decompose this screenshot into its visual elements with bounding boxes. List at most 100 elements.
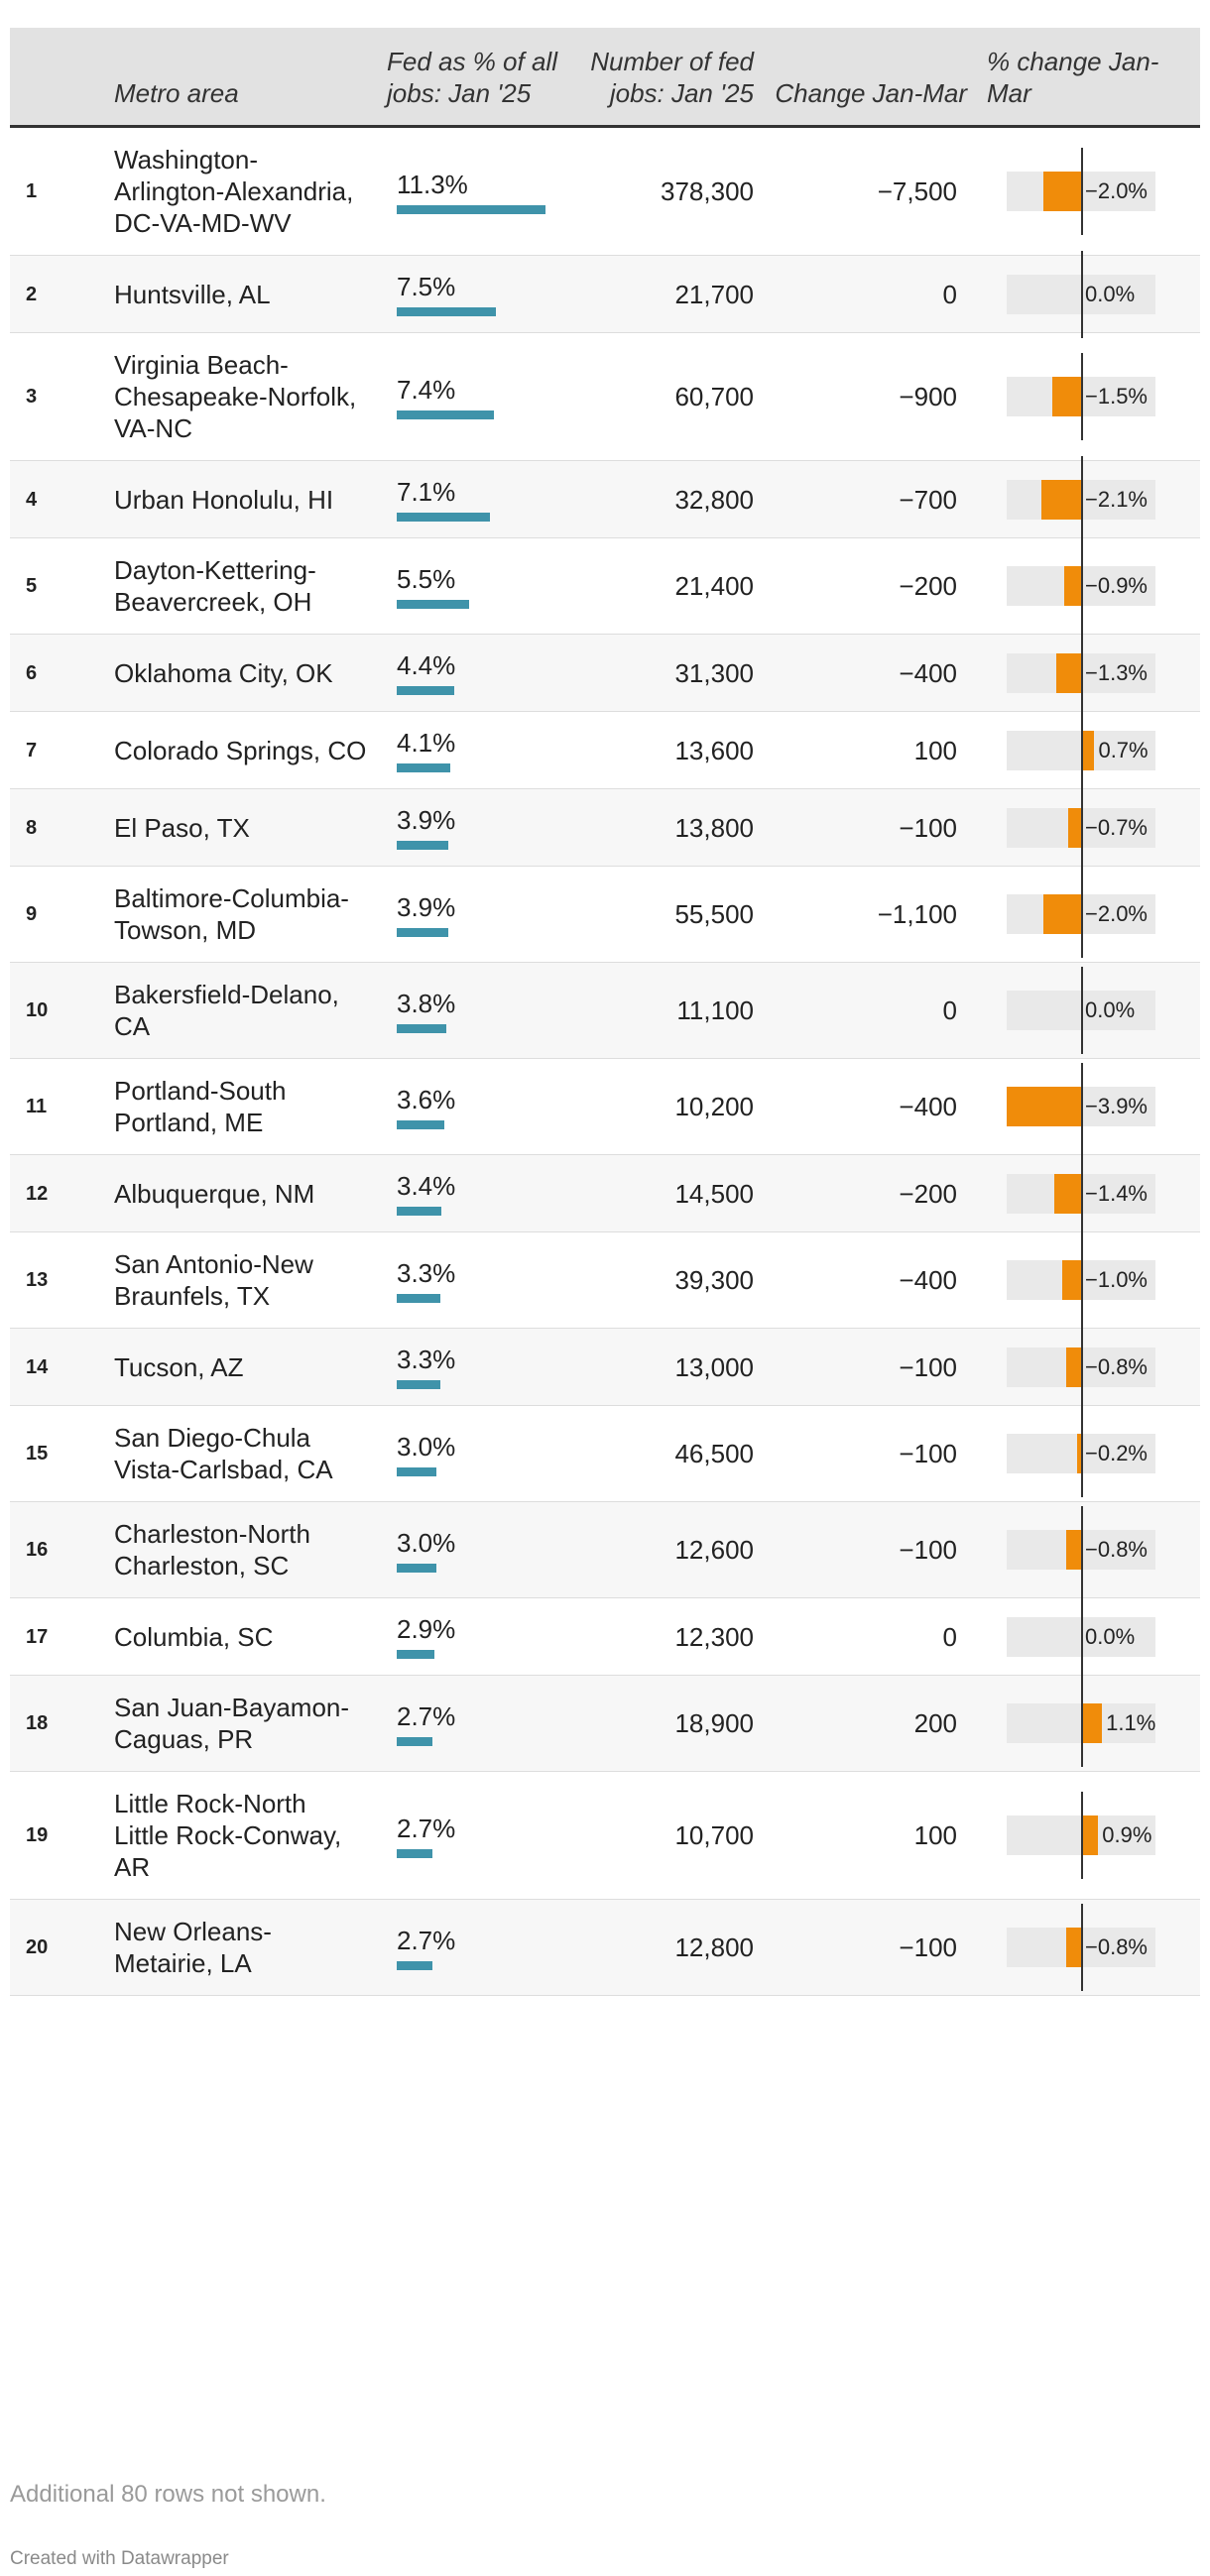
row-pct-change-label: 0.0% bbox=[1085, 1623, 1136, 1649]
row-pct-change-bar bbox=[1007, 1087, 1081, 1126]
row-pct-change-bar bbox=[1061, 1260, 1081, 1300]
row-fed-pct-bar bbox=[397, 1207, 442, 1216]
row-metro-area: Huntsville, AL bbox=[104, 255, 377, 333]
row-rank: 14 bbox=[10, 1328, 104, 1406]
row-pct-change-cell: −2.1% bbox=[977, 455, 1200, 543]
row-pct-change-bar bbox=[1065, 1347, 1081, 1387]
header-pct-change: % change Jan-Mar bbox=[977, 28, 1200, 128]
table-row: 14 Tucson, AZ 3.3% 13,000 −100 −0.8% bbox=[10, 1323, 1200, 1411]
row-fed-jobs: 18,900 bbox=[575, 1675, 764, 1772]
row-change: −400 bbox=[764, 1231, 977, 1329]
row-fed-pct-cell: 4.4% bbox=[377, 634, 575, 712]
row-rank: 8 bbox=[10, 788, 104, 867]
row-pct-change-track: −0.9% bbox=[1007, 542, 1155, 630]
row-pct-change-bar bbox=[1052, 377, 1081, 416]
row-rank: 16 bbox=[10, 1501, 104, 1598]
row-fed-pct-bar bbox=[397, 686, 455, 695]
table-row: 17 Columbia, SC 2.9% 12,300 0 0.0% bbox=[10, 1592, 1200, 1681]
row-fed-jobs: 32,800 bbox=[575, 460, 764, 538]
row-pct-change-zero-line bbox=[1081, 1792, 1083, 1879]
row-pct-change-cell: −3.9% bbox=[977, 1058, 1200, 1155]
row-pct-change-cell: −2.0% bbox=[977, 126, 1200, 256]
row-metro-area: Urban Honolulu, HI bbox=[104, 460, 377, 538]
row-rank: 3 bbox=[10, 332, 104, 461]
row-change: −1,100 bbox=[764, 866, 977, 963]
row-pct-change-label: −1.0% bbox=[1085, 1267, 1148, 1292]
row-rank: 20 bbox=[10, 1899, 104, 1996]
row-metro-area: San Juan-Bayamon-Caguas, PR bbox=[104, 1675, 377, 1772]
row-change: 100 bbox=[764, 711, 977, 789]
row-pct-change-track: 0.0% bbox=[1007, 967, 1155, 1054]
row-change: 0 bbox=[764, 1597, 977, 1676]
row-pct-change-cell: −0.9% bbox=[977, 537, 1200, 635]
row-fed-pct-value: 3.3% bbox=[397, 1257, 456, 1288]
row-pct-change-bar bbox=[1081, 730, 1095, 770]
table-row: 9 Baltimore-Columbia-Towson, MD 3.9% 55,500… bbox=[10, 866, 1200, 963]
metro-fed-jobs-table: Metro area Fed as % of all jobs: Jan '25… bbox=[10, 28, 1200, 1996]
row-fed-pct-bar bbox=[397, 1380, 440, 1389]
row-rank: 13 bbox=[10, 1231, 104, 1329]
row-pct-change-track: −2.0% bbox=[1007, 871, 1155, 958]
table-row: 7 Colorado Springs, CO 4.1% 13,600 100 0.7% bbox=[10, 706, 1200, 794]
row-pct-change-label: −3.9% bbox=[1085, 1094, 1148, 1118]
header-fed-jobs: Number of fed jobs: Jan '25 bbox=[575, 28, 764, 128]
row-pct-change-cell: 0.0% bbox=[977, 1592, 1200, 1681]
row-fed-pct-value: 3.9% bbox=[397, 891, 456, 922]
row-pct-change-zero-line bbox=[1081, 353, 1083, 440]
row-fed-pct-cell: 7.4% bbox=[377, 332, 575, 461]
row-fed-jobs: 31,300 bbox=[575, 634, 764, 712]
row-pct-change-cell: −0.8% bbox=[977, 1501, 1200, 1598]
row-fed-pct-cell: 3.6% bbox=[377, 1058, 575, 1155]
datawrapper-credit: Created with Datawrapper bbox=[10, 2548, 229, 2569]
row-pct-change-zero-line bbox=[1081, 1904, 1083, 1991]
row-fed-pct-value: 2.7% bbox=[397, 1813, 456, 1843]
row-change: 200 bbox=[764, 1675, 977, 1772]
row-fed-pct-bar bbox=[397, 927, 448, 937]
row-pct-change-cell: 0.0% bbox=[977, 962, 1200, 1059]
row-fed-pct-cell: 3.4% bbox=[377, 1154, 575, 1232]
row-pct-change-cell: 1.1% bbox=[977, 1675, 1200, 1772]
row-fed-pct-value: 3.9% bbox=[397, 805, 456, 835]
row-pct-change-zero-line bbox=[1081, 1149, 1083, 1237]
row-pct-change-track: −1.5% bbox=[1007, 353, 1155, 440]
row-fed-pct-cell: 3.0% bbox=[377, 1501, 575, 1598]
row-fed-pct-value: 11.3% bbox=[397, 169, 468, 199]
row-fed-pct-value: 3.3% bbox=[397, 1345, 456, 1374]
row-pct-change-track: −1.3% bbox=[1007, 629, 1155, 717]
row-pct-change-cell: 0.0% bbox=[977, 250, 1200, 338]
row-metro-area: Oklahoma City, OK bbox=[104, 634, 377, 712]
table-row: 15 San Diego-Chula Vista-Carlsbad, CA 3.0%… bbox=[10, 1405, 1200, 1502]
header-change: Change Jan-Mar bbox=[764, 28, 977, 128]
row-pct-change-zero-line bbox=[1081, 706, 1083, 794]
row-pct-change-cell: 0.7% bbox=[977, 706, 1200, 794]
header-rank bbox=[10, 28, 104, 128]
row-pct-change-label: 0.9% bbox=[1102, 1822, 1152, 1847]
row-pct-change-zero-line bbox=[1081, 1323, 1083, 1411]
row-pct-change-bar bbox=[1065, 1530, 1081, 1570]
row-fed-jobs: 21,400 bbox=[575, 537, 764, 635]
row-metro-area: Charleston-North Charleston, SC bbox=[104, 1501, 377, 1598]
row-fed-pct-bar bbox=[397, 204, 545, 214]
row-fed-jobs: 12,800 bbox=[575, 1899, 764, 1996]
row-pct-change-cell: −0.8% bbox=[977, 1323, 1200, 1411]
row-fed-pct-cell: 11.3% bbox=[377, 126, 575, 256]
table-row: 3 Virginia Beach-Chesapeake-Norfolk, VA-N… bbox=[10, 332, 1200, 461]
row-change: −100 bbox=[764, 788, 977, 867]
table-row: 8 El Paso, TX 3.9% 13,800 −100 −0.7% bbox=[10, 783, 1200, 872]
row-pct-change-label: 0.0% bbox=[1085, 997, 1136, 1022]
row-fed-jobs: 13,000 bbox=[575, 1328, 764, 1406]
row-pct-change-zero-line bbox=[1081, 967, 1083, 1054]
data-table-container: Metro area Fed as % of all jobs: Jan '25… bbox=[10, 28, 1200, 1996]
table-row: 5 Dayton-Kettering-Beavercreek, OH 5.5% 21,… bbox=[10, 537, 1200, 635]
row-metro-area: Columbia, SC bbox=[104, 1597, 377, 1676]
row-pct-change-label: 1.1% bbox=[1106, 1710, 1156, 1735]
row-pct-change-label: −0.9% bbox=[1085, 573, 1148, 598]
row-rank: 15 bbox=[10, 1405, 104, 1502]
header-fed-pct: Fed as % of all jobs: Jan '25 bbox=[377, 28, 575, 128]
row-metro-area: Bakersfield-Delano, CA bbox=[104, 962, 377, 1059]
row-pct-change-track: 0.0% bbox=[1007, 1592, 1155, 1681]
row-fed-jobs: 13,600 bbox=[575, 711, 764, 789]
row-fed-jobs: 10,200 bbox=[575, 1058, 764, 1155]
table-row: 18 San Juan-Bayamon-Caguas, PR 2.7% 18,900 2… bbox=[10, 1675, 1200, 1772]
row-metro-area: New Orleans-Metairie, LA bbox=[104, 1899, 377, 1996]
